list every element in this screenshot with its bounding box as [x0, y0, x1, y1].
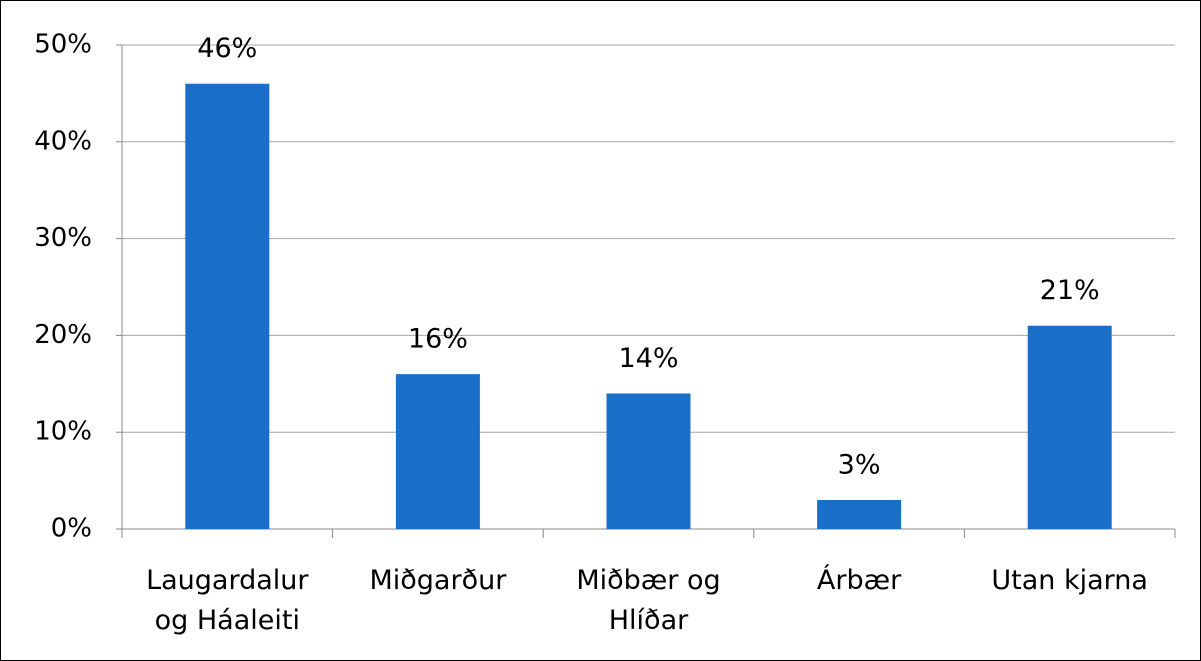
y-tick-label: 50%	[34, 30, 92, 60]
data-label: 16%	[408, 324, 468, 355]
bar	[1027, 325, 1112, 529]
bar	[395, 374, 480, 529]
y-tick-label: 40%	[34, 126, 92, 156]
data-label: 21%	[1040, 275, 1100, 306]
x-tick-label: Miðgarður	[369, 565, 507, 596]
bar	[817, 499, 902, 529]
data-label: 14%	[618, 343, 678, 374]
y-tick-label: 20%	[34, 320, 92, 350]
bar	[185, 83, 270, 529]
y-tick-label: 30%	[34, 223, 92, 253]
data-label: 46%	[197, 33, 257, 64]
x-tick-label: Miðbær og Hlíðar	[576, 565, 721, 636]
y-tick-label: 0%	[51, 514, 92, 544]
data-label: 3%	[838, 449, 881, 480]
bar	[606, 393, 691, 529]
x-tick-label: Laugardalur og Háaleiti	[146, 565, 309, 636]
y-tick-label: 10%	[34, 417, 92, 447]
x-tick-label: Árbær	[816, 565, 902, 596]
x-tick-label: Utan kjarna	[991, 565, 1148, 596]
